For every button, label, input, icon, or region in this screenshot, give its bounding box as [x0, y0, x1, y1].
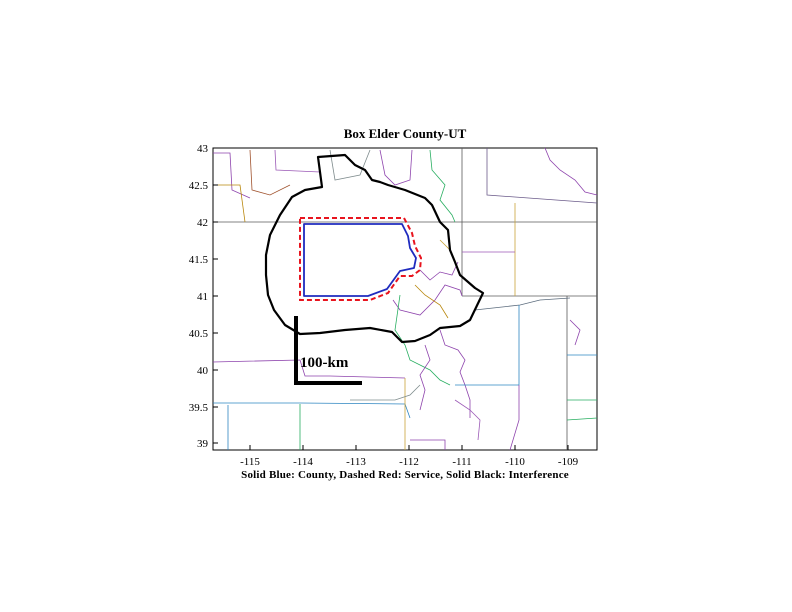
scale-bar-label: 100-km	[300, 355, 349, 371]
y-tick-label: 41.5	[189, 254, 209, 266]
y-tick-label: 42.5	[189, 180, 209, 192]
x-tick-label: -110	[505, 456, 525, 468]
x-tick-label: -115	[240, 456, 260, 468]
x-tick-label: -111	[452, 456, 471, 468]
x-tick-label: -112	[399, 456, 419, 468]
y-tick-label: 40.5	[189, 328, 209, 340]
y-axis: 43 42.5 42 41.5 41 40.5 40 39.5 39	[189, 143, 218, 450]
x-tick-label: -114	[293, 456, 313, 468]
map-caption: Solid Blue: County, Dashed Red: Service,…	[241, 469, 569, 481]
x-axis: -115 -114 -113 -112 -111 -110 -109	[240, 445, 579, 468]
x-tick-label: -113	[346, 456, 366, 468]
y-tick-label: 41	[197, 291, 208, 303]
y-tick-label: 42	[197, 217, 208, 229]
county-boundary	[303, 223, 417, 297]
y-tick-label: 39	[197, 438, 209, 450]
scale-bar: 100-km	[294, 316, 362, 385]
y-tick-label: 39.5	[189, 402, 209, 414]
map-title: Box Elder County-UT	[343, 126, 467, 141]
interference-contour	[264, 153, 485, 344]
y-tick-label: 40	[197, 365, 209, 377]
county-boundaries	[212, 147, 598, 451]
y-tick-label: 43	[197, 143, 209, 155]
x-tick-label: -109	[558, 456, 579, 468]
service-contour	[299, 217, 423, 301]
